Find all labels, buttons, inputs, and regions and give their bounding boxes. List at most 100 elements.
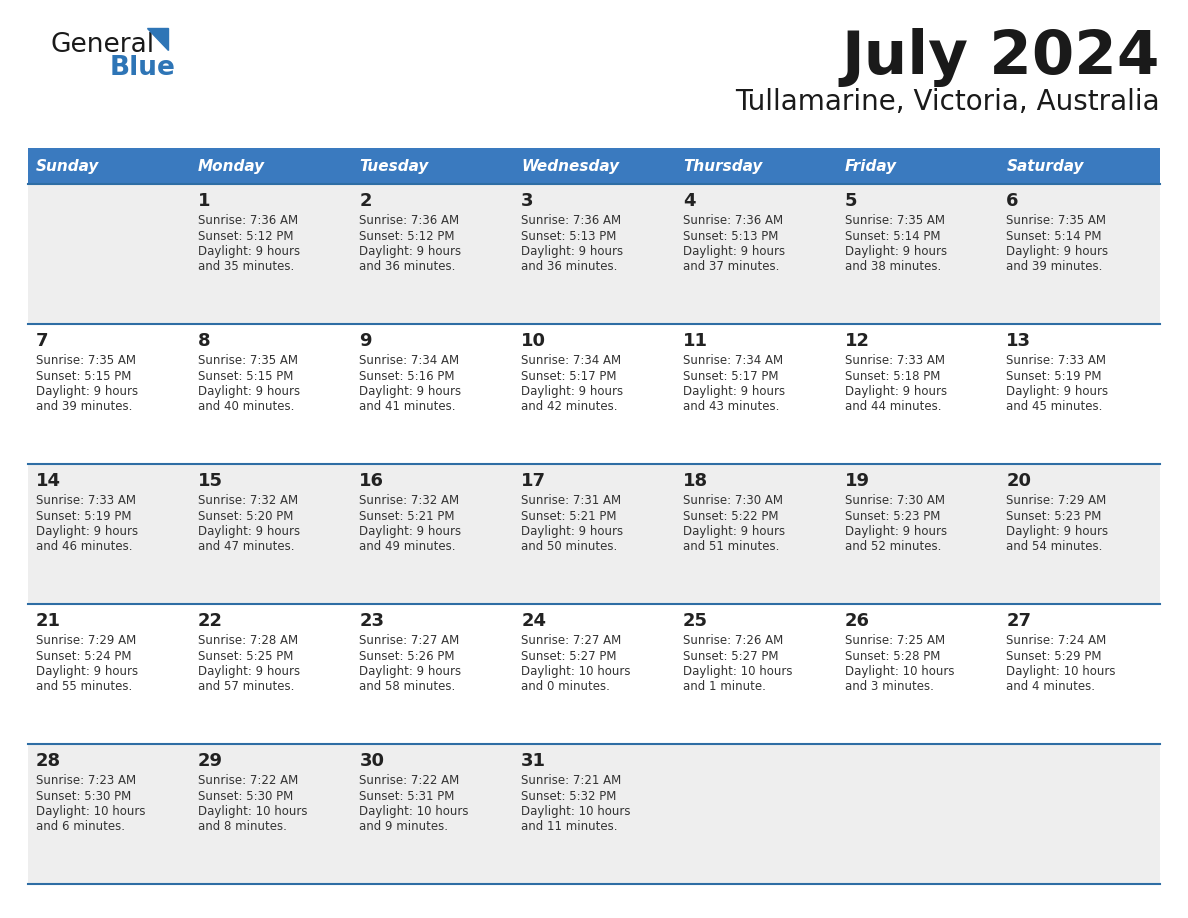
Text: Friday: Friday [845, 159, 897, 174]
Text: Sunset: 5:22 PM: Sunset: 5:22 PM [683, 509, 778, 522]
Text: Sunset: 5:15 PM: Sunset: 5:15 PM [197, 370, 293, 383]
Text: 9: 9 [360, 332, 372, 350]
Text: Sunrise: 7:36 AM: Sunrise: 7:36 AM [360, 214, 460, 227]
Text: and 1 minute.: and 1 minute. [683, 680, 766, 693]
Bar [29, 464, 1159, 604]
Text: Daylight: 10 hours: Daylight: 10 hours [36, 805, 145, 818]
Text: 24: 24 [522, 612, 546, 630]
Text: Sunset: 5:14 PM: Sunset: 5:14 PM [1006, 230, 1101, 242]
Text: and 38 minutes.: and 38 minutes. [845, 261, 941, 274]
Text: 17: 17 [522, 472, 546, 490]
Text: Sunset: 5:18 PM: Sunset: 5:18 PM [845, 370, 940, 383]
Bar [29, 324, 1159, 464]
Text: and 6 minutes.: and 6 minutes. [36, 821, 125, 834]
Text: Sunset: 5:21 PM: Sunset: 5:21 PM [522, 509, 617, 522]
Text: 22: 22 [197, 612, 222, 630]
Text: 23: 23 [360, 612, 385, 630]
Text: 8: 8 [197, 332, 210, 350]
Text: Sunrise: 7:28 AM: Sunrise: 7:28 AM [197, 634, 298, 647]
Text: Daylight: 10 hours: Daylight: 10 hours [197, 805, 308, 818]
Text: 19: 19 [845, 472, 870, 490]
Text: and 40 minutes.: and 40 minutes. [197, 400, 295, 413]
Text: 28: 28 [36, 752, 61, 770]
Text: Sunset: 5:31 PM: Sunset: 5:31 PM [360, 789, 455, 802]
Text: Sunrise: 7:34 AM: Sunrise: 7:34 AM [683, 354, 783, 367]
Text: 5: 5 [845, 192, 857, 210]
Text: Daylight: 9 hours: Daylight: 9 hours [360, 665, 462, 678]
Text: Sunday: Sunday [36, 159, 100, 174]
Text: Sunset: 5:29 PM: Sunset: 5:29 PM [1006, 650, 1101, 663]
Text: Sunrise: 7:27 AM: Sunrise: 7:27 AM [522, 634, 621, 647]
Text: 20: 20 [1006, 472, 1031, 490]
Text: Daylight: 9 hours: Daylight: 9 hours [1006, 525, 1108, 538]
Text: Sunrise: 7:29 AM: Sunrise: 7:29 AM [1006, 494, 1106, 507]
Text: and 54 minutes.: and 54 minutes. [1006, 541, 1102, 554]
Text: Sunset: 5:12 PM: Sunset: 5:12 PM [197, 230, 293, 242]
Text: and 4 minutes.: and 4 minutes. [1006, 680, 1095, 693]
Text: 12: 12 [845, 332, 870, 350]
Text: Sunset: 5:13 PM: Sunset: 5:13 PM [522, 230, 617, 242]
Text: Daylight: 9 hours: Daylight: 9 hours [1006, 385, 1108, 398]
Text: Sunset: 5:30 PM: Sunset: 5:30 PM [197, 789, 293, 802]
Text: and 44 minutes.: and 44 minutes. [845, 400, 941, 413]
Text: Sunrise: 7:25 AM: Sunrise: 7:25 AM [845, 634, 944, 647]
Text: Daylight: 9 hours: Daylight: 9 hours [360, 525, 462, 538]
Text: 7: 7 [36, 332, 49, 350]
Text: and 11 minutes.: and 11 minutes. [522, 821, 618, 834]
Text: Daylight: 9 hours: Daylight: 9 hours [522, 385, 624, 398]
Text: Wednesday: Wednesday [522, 159, 619, 174]
Text: and 35 minutes.: and 35 minutes. [197, 261, 293, 274]
Text: Sunrise: 7:27 AM: Sunrise: 7:27 AM [360, 634, 460, 647]
Text: Sunrise: 7:32 AM: Sunrise: 7:32 AM [360, 494, 460, 507]
Text: Sunrise: 7:33 AM: Sunrise: 7:33 AM [845, 354, 944, 367]
Text: Daylight: 10 hours: Daylight: 10 hours [1006, 665, 1116, 678]
Text: and 36 minutes.: and 36 minutes. [360, 261, 456, 274]
Text: Daylight: 10 hours: Daylight: 10 hours [683, 665, 792, 678]
Text: and 42 minutes.: and 42 minutes. [522, 400, 618, 413]
Text: Daylight: 10 hours: Daylight: 10 hours [845, 665, 954, 678]
Text: Saturday: Saturday [1006, 159, 1083, 174]
Text: Sunrise: 7:35 AM: Sunrise: 7:35 AM [845, 214, 944, 227]
Text: Sunrise: 7:22 AM: Sunrise: 7:22 AM [360, 774, 460, 787]
Text: Daylight: 9 hours: Daylight: 9 hours [522, 245, 624, 258]
Text: Daylight: 9 hours: Daylight: 9 hours [845, 385, 947, 398]
Text: 21: 21 [36, 612, 61, 630]
Text: Sunset: 5:28 PM: Sunset: 5:28 PM [845, 650, 940, 663]
Text: Sunset: 5:14 PM: Sunset: 5:14 PM [845, 230, 940, 242]
Text: Sunrise: 7:31 AM: Sunrise: 7:31 AM [522, 494, 621, 507]
Text: Sunrise: 7:35 AM: Sunrise: 7:35 AM [1006, 214, 1106, 227]
Text: and 37 minutes.: and 37 minutes. [683, 261, 779, 274]
Text: Daylight: 9 hours: Daylight: 9 hours [197, 245, 299, 258]
Text: 25: 25 [683, 612, 708, 630]
Text: 6: 6 [1006, 192, 1019, 210]
Text: General: General [50, 32, 154, 58]
Text: Sunset: 5:27 PM: Sunset: 5:27 PM [683, 650, 778, 663]
Bar [29, 604, 1159, 744]
Text: and 55 minutes.: and 55 minutes. [36, 680, 132, 693]
Text: and 51 minutes.: and 51 minutes. [683, 541, 779, 554]
Text: Sunrise: 7:33 AM: Sunrise: 7:33 AM [1006, 354, 1106, 367]
Text: 2: 2 [360, 192, 372, 210]
Text: and 3 minutes.: and 3 minutes. [845, 680, 934, 693]
Text: Sunset: 5:17 PM: Sunset: 5:17 PM [683, 370, 778, 383]
Text: Tullamarine, Victoria, Australia: Tullamarine, Victoria, Australia [735, 88, 1159, 116]
Text: Sunrise: 7:32 AM: Sunrise: 7:32 AM [197, 494, 298, 507]
Bar [29, 744, 1159, 884]
Text: Sunrise: 7:36 AM: Sunrise: 7:36 AM [197, 214, 298, 227]
Text: Monday: Monday [197, 159, 265, 174]
Text: Sunset: 5:25 PM: Sunset: 5:25 PM [197, 650, 293, 663]
Bar [29, 184, 1159, 324]
Text: Daylight: 9 hours: Daylight: 9 hours [36, 525, 138, 538]
Text: Daylight: 9 hours: Daylight: 9 hours [36, 385, 138, 398]
Text: Sunrise: 7:36 AM: Sunrise: 7:36 AM [522, 214, 621, 227]
Text: 13: 13 [1006, 332, 1031, 350]
Text: 14: 14 [36, 472, 61, 490]
Text: Daylight: 10 hours: Daylight: 10 hours [360, 805, 469, 818]
Text: Daylight: 9 hours: Daylight: 9 hours [683, 385, 785, 398]
Text: Daylight: 9 hours: Daylight: 9 hours [197, 385, 299, 398]
Text: Daylight: 9 hours: Daylight: 9 hours [360, 385, 462, 398]
Text: Sunset: 5:16 PM: Sunset: 5:16 PM [360, 370, 455, 383]
Text: Sunrise: 7:30 AM: Sunrise: 7:30 AM [683, 494, 783, 507]
Text: Sunrise: 7:35 AM: Sunrise: 7:35 AM [197, 354, 298, 367]
Text: and 8 minutes.: and 8 minutes. [197, 821, 286, 834]
